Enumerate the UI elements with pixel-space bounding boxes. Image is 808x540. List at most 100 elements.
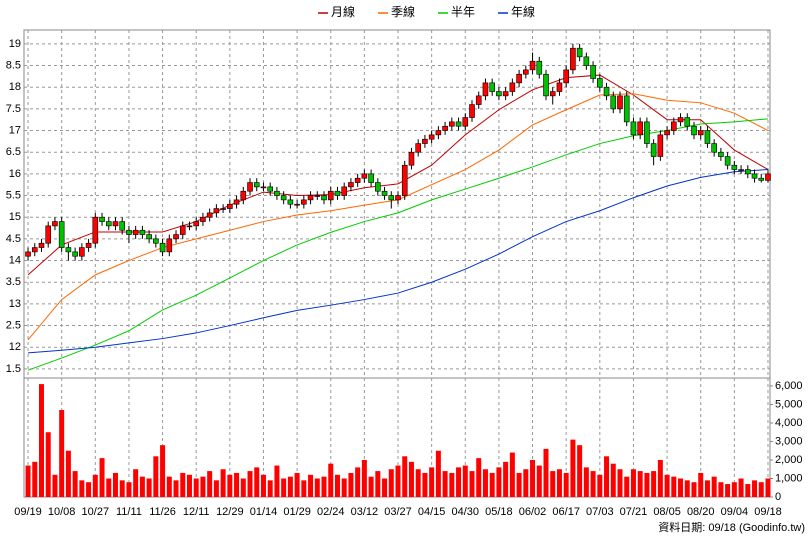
candle-body xyxy=(139,229,146,235)
volume-bar xyxy=(355,467,361,497)
candle-body xyxy=(65,247,72,253)
y2-tick-label: 6,000 xyxy=(775,380,803,392)
volume-bar xyxy=(260,474,266,497)
volume-bar xyxy=(604,456,610,497)
volume-bar xyxy=(321,476,327,497)
volume-bar xyxy=(186,474,192,497)
y2-tick-label: 5,000 xyxy=(775,398,803,410)
candle-body xyxy=(153,238,159,244)
footnote: 資料日期: 09/18 (Goodinfo.tw) xyxy=(658,520,805,534)
volume-bar xyxy=(207,471,213,497)
y-tick-label: 16 xyxy=(9,168,21,180)
volume-bar xyxy=(368,476,374,497)
volume-bar xyxy=(664,474,670,497)
volume-bar xyxy=(630,469,636,497)
candle-body xyxy=(509,82,516,92)
x-tick-label: 09/04 xyxy=(721,506,749,518)
volume-bar xyxy=(577,445,583,497)
volume-bar xyxy=(610,463,616,497)
candle-body xyxy=(637,121,643,136)
candle-body xyxy=(45,225,52,244)
candle-body xyxy=(314,195,321,197)
legend-label: 月線 xyxy=(331,4,355,19)
volume-bar xyxy=(79,480,85,497)
volume-bar xyxy=(422,472,428,497)
candle-body xyxy=(408,151,415,166)
candle-body xyxy=(623,95,630,123)
y-tick-label: 6.5 xyxy=(6,146,21,158)
candle-body xyxy=(274,190,280,196)
x-tick-label: 02/24 xyxy=(317,506,345,518)
candle-body xyxy=(496,91,502,97)
volume-bar xyxy=(496,467,502,497)
volume-bar xyxy=(112,472,118,497)
volume-bar xyxy=(153,456,159,497)
candle-body xyxy=(428,134,435,140)
volume-bar xyxy=(348,472,354,497)
volume-bar xyxy=(684,480,690,497)
volume-bar xyxy=(301,480,307,497)
volume-bar xyxy=(671,476,677,497)
moving-average-line xyxy=(27,74,769,276)
volume-bar xyxy=(59,410,65,497)
volume-bar xyxy=(220,469,226,497)
y-tick-label: 13 xyxy=(9,298,21,310)
candle-body xyxy=(657,134,664,157)
volume-bar xyxy=(449,472,455,497)
candle-body xyxy=(731,164,738,170)
volume-bar xyxy=(752,480,758,497)
x-tick-label: 09/19 xyxy=(14,506,42,518)
volume-bar xyxy=(106,478,112,497)
x-tick-label: 07/03 xyxy=(586,506,614,518)
volume-bar xyxy=(99,458,105,497)
volume-bar xyxy=(328,463,334,497)
candle-body xyxy=(327,190,334,201)
candle-body xyxy=(220,208,226,210)
volume-bar xyxy=(395,465,401,497)
volume-bar xyxy=(415,469,421,497)
volume-bar xyxy=(462,465,468,497)
volume-bar xyxy=(442,471,448,497)
candle-body xyxy=(307,195,314,201)
candle-body xyxy=(401,164,408,196)
volume-bar xyxy=(543,448,549,497)
volume-bar xyxy=(503,461,509,497)
volume-bar xyxy=(274,465,280,497)
volume-bar xyxy=(523,469,529,497)
volume-bar xyxy=(456,467,462,497)
candle-body xyxy=(644,121,650,144)
candle-body xyxy=(25,251,31,257)
candle-body xyxy=(697,130,704,136)
candle-body xyxy=(321,195,327,201)
volume-bar xyxy=(429,467,435,497)
volume-bar xyxy=(334,474,340,497)
x-tick-label: 08/05 xyxy=(653,506,681,518)
volume-bar xyxy=(287,476,293,497)
volume-bar xyxy=(25,465,31,497)
x-tick-label: 12/29 xyxy=(216,506,244,518)
candle-body xyxy=(523,69,529,75)
volume-bar xyxy=(435,450,441,497)
volume-bar xyxy=(704,480,710,497)
y-tick-label: 14 xyxy=(9,254,21,266)
candle-body xyxy=(72,251,78,257)
candle-body xyxy=(455,121,462,127)
volume-bar xyxy=(550,471,556,497)
y-tick-label: 4.5 xyxy=(6,233,21,245)
x-tick-label: 03/27 xyxy=(384,506,412,518)
candle-body xyxy=(482,82,489,97)
candle-body xyxy=(671,121,677,131)
x-tick-label: 04/15 xyxy=(418,506,446,518)
volume-bar xyxy=(509,452,515,497)
volume-bar xyxy=(247,471,253,497)
candle-body xyxy=(745,169,751,175)
candle-body xyxy=(253,182,260,188)
volume-bar xyxy=(173,480,179,497)
candle-body xyxy=(422,138,428,144)
candle-body xyxy=(529,60,536,71)
volume-bar xyxy=(711,476,717,497)
x-tick-label: 08/20 xyxy=(687,506,715,518)
volume-bar xyxy=(698,472,704,497)
candle-body xyxy=(711,143,717,153)
